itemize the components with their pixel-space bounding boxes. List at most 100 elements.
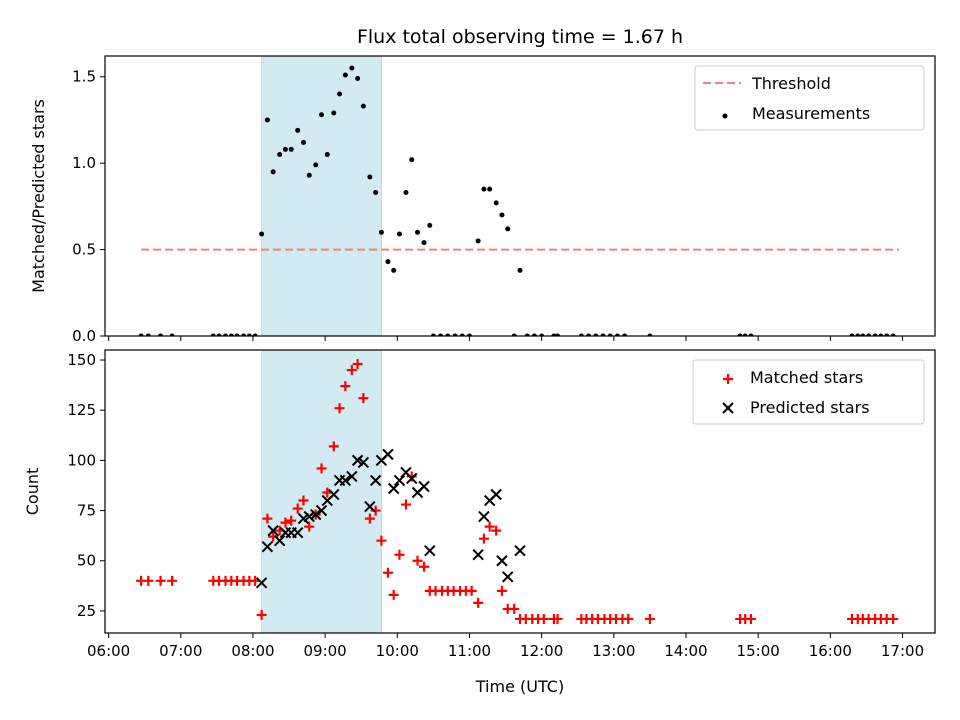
data-point <box>346 365 357 376</box>
data-point <box>855 333 861 336</box>
data-point <box>273 534 286 547</box>
data-point <box>473 597 484 608</box>
data-point <box>223 333 229 336</box>
legend: Matched stars Predicted stars <box>692 359 925 425</box>
legend-handle <box>722 113 728 119</box>
data-point <box>295 127 301 133</box>
data-point <box>890 333 896 336</box>
y-tick-label: 75 <box>77 502 96 520</box>
data-point <box>415 229 421 235</box>
highlight-span <box>261 55 382 337</box>
data-point <box>364 500 376 513</box>
data-point <box>334 403 345 414</box>
legend-label: Threshold <box>751 74 831 93</box>
data-point <box>481 186 487 192</box>
x-tick-label: 12:00 <box>520 642 563 660</box>
data-point <box>427 222 433 228</box>
data-point <box>360 103 366 109</box>
data-point <box>357 456 370 469</box>
legend-box <box>694 65 925 131</box>
data-point <box>324 152 330 158</box>
data-point <box>472 549 484 561</box>
data-point <box>387 482 400 495</box>
data-point <box>555 333 561 336</box>
data-point <box>255 577 268 589</box>
data-point <box>849 333 855 336</box>
data-point <box>241 333 247 336</box>
y-tick-label: 1.5 <box>72 68 96 86</box>
data-point <box>286 515 297 526</box>
data-point <box>364 513 375 524</box>
data-point <box>452 333 458 336</box>
data-point <box>586 333 592 336</box>
data-point <box>409 157 415 163</box>
data-point <box>438 333 444 336</box>
data-point <box>143 575 154 586</box>
y-tick-label: 0.5 <box>72 241 96 259</box>
data-point <box>259 231 265 237</box>
data-point <box>358 393 369 404</box>
data-point <box>388 589 399 600</box>
highlight-span <box>261 349 382 634</box>
data-point <box>158 333 164 336</box>
data-point <box>742 333 748 336</box>
data-point <box>270 169 276 175</box>
data-point <box>261 540 274 553</box>
data-point <box>400 499 411 510</box>
data-point <box>340 381 351 392</box>
data-point <box>292 503 303 514</box>
data-point <box>505 226 511 232</box>
x-tick-label: 14:00 <box>664 642 707 660</box>
data-point <box>328 488 340 501</box>
data-point <box>393 474 406 487</box>
data-point <box>228 333 234 336</box>
data-point <box>493 200 499 206</box>
data-point <box>262 513 273 524</box>
data-point <box>593 333 599 336</box>
x-axis-label: Time (UTC) <box>475 677 564 696</box>
x-tick-label: 15:00 <box>737 642 780 660</box>
x-tick-label: 16:00 <box>809 642 852 660</box>
y-axis-label: Count <box>23 468 42 516</box>
data-point <box>216 333 222 336</box>
data-point <box>169 333 175 336</box>
data-point <box>622 333 628 336</box>
x-tick-label: 06:00 <box>87 642 130 660</box>
x-tick-label: 13:00 <box>592 642 635 660</box>
data-point <box>382 448 394 461</box>
data-point <box>376 535 387 546</box>
data-point <box>424 545 436 557</box>
data-point <box>313 162 319 168</box>
y-tick-label: 150 <box>67 351 96 369</box>
data-point <box>496 555 508 567</box>
data-point <box>502 571 514 583</box>
data-point <box>478 533 489 544</box>
axes-frame <box>104 55 936 337</box>
data-point <box>888 613 899 624</box>
axes-frame <box>104 349 936 634</box>
data-point <box>490 488 502 501</box>
y-tick-label: 50 <box>77 552 96 570</box>
data-point <box>277 152 283 158</box>
data-point <box>748 333 754 336</box>
data-point <box>319 112 325 118</box>
legend-label: Predicted stars <box>750 398 870 417</box>
data-point <box>256 609 267 620</box>
data-point <box>524 333 530 336</box>
panel-counts: 25 50 75 100 125 150 06:00 07:00 08:00 09:00 10:00… <box>23 349 936 660</box>
x-tick-label: 09:00 <box>304 642 347 660</box>
data-point <box>578 333 584 336</box>
data-point <box>252 333 258 336</box>
data-point <box>306 172 312 178</box>
x-tick-label: 17:00 <box>881 642 924 660</box>
data-point <box>866 333 872 336</box>
data-point <box>459 333 465 336</box>
data-point <box>315 504 328 517</box>
data-point <box>514 545 526 557</box>
data-point <box>396 231 402 237</box>
data-point <box>145 333 151 336</box>
legend: Threshold Measurements <box>694 65 925 131</box>
y-tick-label: 25 <box>77 602 96 620</box>
legend-box <box>692 359 925 425</box>
data-point <box>298 495 309 506</box>
